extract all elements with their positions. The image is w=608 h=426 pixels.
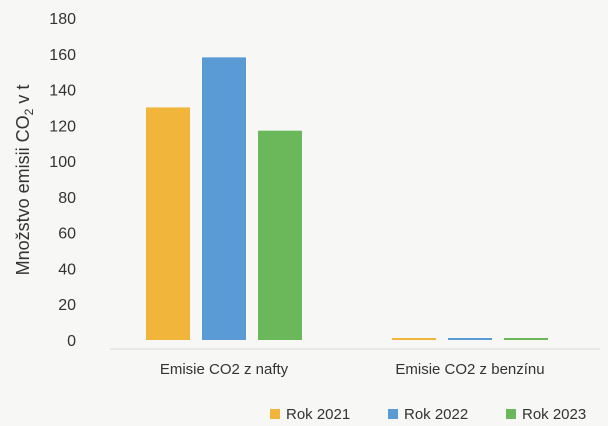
legend-swatch — [388, 409, 398, 419]
y-tick-label: 140 — [49, 83, 76, 100]
y-axis-title: Množstvo emisii CO2 v t — [13, 85, 36, 276]
legend-label: Rok 2022 — [404, 406, 468, 423]
bar-rok-2023 — [258, 130, 302, 340]
x-tick-label: Emisie CO2 z benzínu — [395, 361, 544, 378]
y-tick-label: 100 — [49, 154, 76, 171]
y-tick-labels: 0 20 40 60 80 100 120 140 160 180 — [49, 11, 76, 350]
bars — [146, 57, 548, 340]
y-tick-label: 60 — [58, 226, 76, 243]
x-tick-labels: Emisie CO2 z nafty Emisie CO2 z benzínu — [160, 361, 545, 378]
bar-rok-2022 — [448, 338, 492, 340]
y-tick-label: 40 — [58, 261, 76, 278]
y-tick-label: 120 — [49, 118, 76, 135]
y-tick-label: 0 — [67, 333, 76, 350]
bar-rok-2023 — [504, 338, 548, 340]
y-axis-label: Množstvo emisii CO2 v t — [13, 85, 36, 276]
legend-label: Rok 2021 — [286, 406, 350, 423]
y-tick-label: 20 — [58, 297, 76, 314]
y-tick-label: 160 — [49, 47, 76, 64]
legend-swatch — [270, 409, 280, 419]
bar-rok-2021 — [392, 338, 436, 340]
y-tick-label: 180 — [49, 11, 76, 28]
legend: Rok 2021 Rok 2022 Rok 2023 — [270, 406, 586, 423]
bar-rok-2021 — [146, 107, 190, 340]
bar-rok-2022 — [202, 57, 246, 340]
y-tick-label: 80 — [58, 190, 76, 207]
legend-swatch — [506, 409, 516, 419]
x-tick-label: Emisie CO2 z nafty — [160, 361, 289, 378]
legend-label: Rok 2023 — [522, 406, 586, 423]
